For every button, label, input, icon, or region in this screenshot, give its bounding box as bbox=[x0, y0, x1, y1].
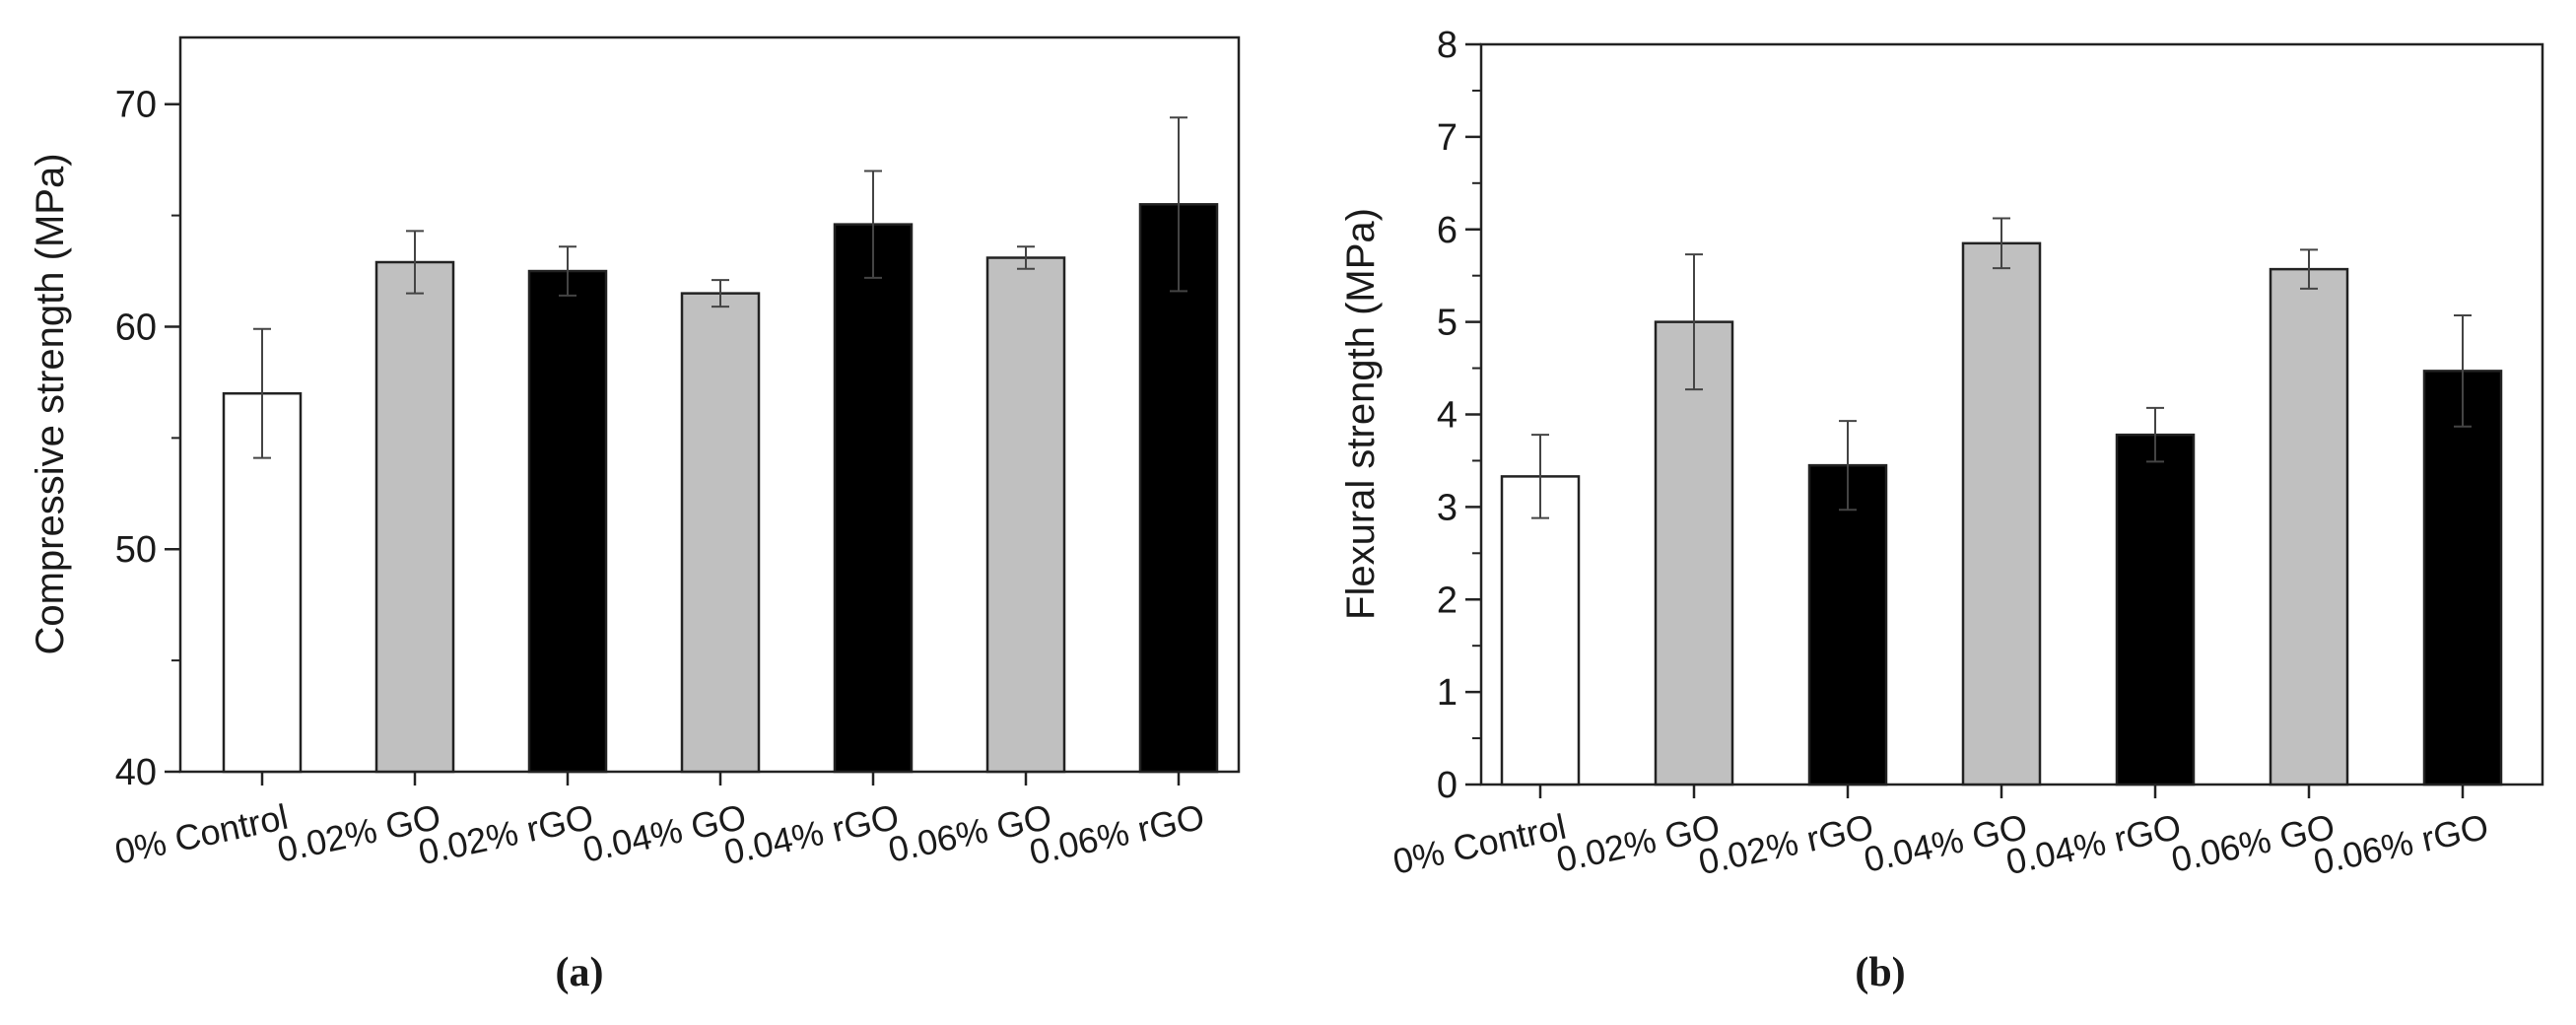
x-tick-label-a: 0.06% rGO bbox=[1026, 796, 1208, 873]
x-tick-label-b: 0.04% rGO bbox=[2002, 806, 2185, 883]
bar-a-1 bbox=[374, 260, 455, 774]
compressive-strength-chart: (a) 40 50 60 70 Compressive strength (MPa) 0%… bbox=[29, 35, 1241, 995]
y-tick-label-b: 2 bbox=[1437, 580, 1457, 621]
x-tick-label-b: 0.06% rGO bbox=[2310, 806, 2492, 883]
bar-b-4 bbox=[2115, 433, 2196, 786]
y-tick-label-b: 5 bbox=[1437, 303, 1457, 344]
y-tick-label-a: 40 bbox=[115, 752, 157, 793]
y-tick-label-b: 8 bbox=[1437, 25, 1457, 66]
y-tick-label-a: 70 bbox=[115, 85, 157, 126]
bar-b-6 bbox=[2422, 370, 2503, 786]
y-tick-label-b: 7 bbox=[1437, 117, 1457, 159]
x-tick-label-a: 0% Control bbox=[111, 796, 292, 872]
y-tick-label-b: 0 bbox=[1437, 765, 1457, 806]
y-tick-label-b: 4 bbox=[1437, 395, 1457, 437]
x-tick-label-b: 0% Control bbox=[1390, 806, 1570, 882]
bar-a-6 bbox=[1138, 203, 1219, 774]
bar-b-3 bbox=[1961, 241, 2042, 786]
bar-b-5 bbox=[2269, 267, 2349, 786]
bar-a-4 bbox=[833, 223, 914, 774]
bar-b-0 bbox=[1500, 475, 1581, 786]
panel-b-label: (b) bbox=[1855, 950, 1905, 995]
y-tick-label-b: 1 bbox=[1437, 672, 1457, 714]
y-tick-label-b: 3 bbox=[1437, 487, 1457, 528]
y-tick-label-b: 6 bbox=[1437, 210, 1457, 251]
y-tick-label-a: 50 bbox=[115, 529, 157, 571]
bar-a-2 bbox=[527, 269, 608, 774]
x-tick-label-b: 0.02% rGO bbox=[1695, 806, 1877, 883]
bar-a-3 bbox=[680, 292, 761, 774]
flexural-strength-chart: (b) 0 1 2 3 4 5 6 7 8 Flexural strength (MPa) 0% C… bbox=[1339, 25, 2544, 995]
y-axis-label-a: Compressive strength (MPa) bbox=[29, 153, 72, 654]
x-tick-label-a: 0.02% rGO bbox=[415, 796, 597, 873]
x-tick-label-a: 0.04% rGO bbox=[720, 796, 903, 873]
y-axis-label-b: Flexural strength (MPa) bbox=[1339, 208, 1383, 620]
panel-a-label: (a) bbox=[556, 950, 604, 995]
bar-b-2 bbox=[1807, 463, 1888, 786]
y-tick-label-a: 60 bbox=[115, 307, 157, 348]
bar-b-1 bbox=[1654, 320, 1734, 786]
bar-a-5 bbox=[985, 256, 1066, 774]
